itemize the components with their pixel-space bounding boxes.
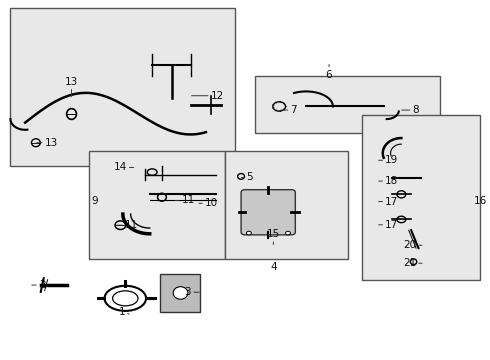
Text: 8: 8 (413, 105, 419, 115)
Text: 17: 17 (385, 220, 398, 230)
Text: 11: 11 (125, 220, 139, 230)
Bar (10, 8, 235, 166)
Text: 4: 4 (270, 262, 277, 272)
Bar (89, 151, 225, 259)
Ellipse shape (286, 231, 291, 235)
Text: 17: 17 (385, 197, 398, 207)
Text: 13: 13 (65, 77, 78, 87)
Bar (362, 116, 480, 280)
Text: 12: 12 (211, 91, 224, 101)
Text: 3: 3 (185, 287, 191, 297)
Text: 14: 14 (114, 162, 127, 172)
Text: 10: 10 (205, 198, 218, 208)
Text: 13: 13 (45, 138, 58, 148)
Text: 19: 19 (385, 155, 398, 165)
Text: 9: 9 (91, 196, 98, 206)
Bar (255, 76, 441, 134)
Text: 2: 2 (39, 280, 46, 290)
Text: 6: 6 (326, 69, 332, 80)
FancyBboxPatch shape (241, 190, 295, 235)
Text: 7: 7 (291, 105, 297, 115)
FancyBboxPatch shape (160, 274, 200, 312)
Text: 15: 15 (267, 229, 280, 239)
Ellipse shape (173, 287, 188, 299)
Text: 11: 11 (181, 195, 195, 206)
Text: 20: 20 (403, 240, 416, 250)
Text: 21: 21 (403, 258, 416, 268)
Text: 1: 1 (119, 307, 125, 317)
Text: 16: 16 (474, 196, 487, 206)
Bar (225, 151, 347, 259)
Text: 5: 5 (246, 172, 253, 183)
Text: 18: 18 (385, 176, 398, 186)
Ellipse shape (246, 231, 251, 235)
